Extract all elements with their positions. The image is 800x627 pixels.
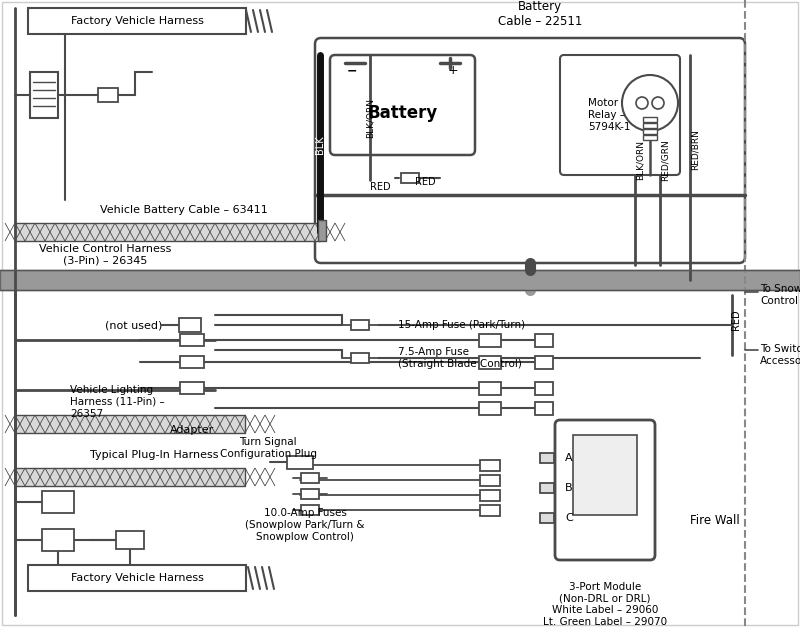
- FancyBboxPatch shape: [330, 55, 475, 155]
- Bar: [480, 505, 500, 515]
- Text: 10.0-Amp Fuses
(Snowplow Park/Turn &
Snowplow Control): 10.0-Amp Fuses (Snowplow Park/Turn & Sno…: [246, 508, 365, 542]
- Bar: [351, 320, 369, 330]
- Bar: [116, 531, 144, 549]
- Text: Turn Signal
Configuration Plug: Turn Signal Configuration Plug: [219, 437, 317, 459]
- Text: Fire Wall: Fire Wall: [690, 514, 740, 527]
- Bar: [535, 334, 553, 347]
- Bar: [573, 435, 637, 515]
- FancyBboxPatch shape: [555, 420, 655, 560]
- Bar: [540, 513, 554, 523]
- Circle shape: [622, 75, 678, 131]
- Circle shape: [652, 97, 664, 109]
- Bar: [180, 334, 204, 346]
- Bar: [535, 356, 553, 369]
- Text: To Switched
Accessory: To Switched Accessory: [760, 344, 800, 366]
- Bar: [535, 381, 553, 394]
- Bar: [301, 505, 319, 515]
- Bar: [480, 460, 500, 470]
- Text: RED: RED: [415, 177, 436, 187]
- Bar: [351, 353, 369, 363]
- Bar: [480, 475, 500, 485]
- Text: 15-Amp Fuse (Park/Turn): 15-Amp Fuse (Park/Turn): [398, 320, 525, 330]
- Bar: [643, 135, 657, 140]
- Bar: [540, 483, 554, 493]
- Text: RED: RED: [731, 310, 741, 330]
- Bar: [318, 220, 326, 241]
- Text: Vehicle Lighting
Harness (11-Pin) –
26357: Vehicle Lighting Harness (11-Pin) – 2635…: [70, 386, 165, 419]
- Text: 3-Port Module
(Non-DRL or DRL)
White Label – 29060
Lt. Green Label – 29070
Lt. B: 3-Port Module (Non-DRL or DRL) White Lab…: [542, 582, 668, 627]
- Bar: [643, 129, 657, 134]
- Bar: [0, 270, 800, 290]
- Circle shape: [636, 97, 648, 109]
- Bar: [301, 489, 319, 499]
- Bar: [15, 468, 245, 486]
- Text: C: C: [565, 513, 573, 523]
- Text: (not used): (not used): [105, 320, 162, 330]
- Bar: [643, 117, 657, 122]
- Bar: [479, 381, 501, 394]
- FancyBboxPatch shape: [560, 55, 680, 175]
- Text: Factory Vehicle Harness: Factory Vehicle Harness: [70, 573, 203, 583]
- Bar: [643, 123, 657, 128]
- Bar: [479, 356, 501, 369]
- Text: BLK: BLK: [315, 135, 325, 154]
- Text: BLK/ORN: BLK/ORN: [635, 140, 645, 180]
- Bar: [28, 8, 246, 34]
- Bar: [42, 529, 74, 551]
- Text: Typical Plug-In Harness: Typical Plug-In Harness: [90, 450, 218, 460]
- Text: A: A: [565, 453, 573, 463]
- Bar: [180, 356, 204, 368]
- Bar: [15, 223, 320, 241]
- Bar: [540, 453, 554, 463]
- Text: Adapter: Adapter: [170, 425, 214, 435]
- Text: RED: RED: [370, 182, 390, 192]
- Text: Vehicle Battery Cable – 63411: Vehicle Battery Cable – 63411: [100, 205, 268, 215]
- Text: RED/BRN: RED/BRN: [690, 130, 699, 171]
- Bar: [98, 88, 118, 102]
- Bar: [180, 382, 204, 394]
- Text: B: B: [565, 483, 573, 493]
- Bar: [535, 401, 553, 414]
- Bar: [42, 491, 74, 513]
- Bar: [301, 473, 319, 483]
- Bar: [479, 334, 501, 347]
- Bar: [28, 565, 246, 591]
- Text: Battery
Cable – 22511: Battery Cable – 22511: [498, 0, 582, 28]
- Bar: [15, 415, 245, 433]
- Bar: [479, 401, 501, 414]
- Text: To Snowplow
Control: To Snowplow Control: [760, 284, 800, 306]
- Bar: [287, 455, 313, 468]
- Text: RED/GRN: RED/GRN: [661, 139, 670, 181]
- Text: −: −: [346, 65, 358, 78]
- Text: +: +: [448, 65, 458, 78]
- Text: BLK/ORN: BLK/ORN: [366, 98, 374, 138]
- Text: Motor
Relay –
5794K-1: Motor Relay – 5794K-1: [588, 98, 630, 132]
- Bar: [179, 318, 201, 332]
- Bar: [480, 490, 500, 500]
- Text: Vehicle Control Harness
(3-Pin) – 26345: Vehicle Control Harness (3-Pin) – 26345: [39, 244, 171, 266]
- Bar: [401, 173, 419, 183]
- Text: Battery: Battery: [367, 104, 438, 122]
- Bar: [30, 72, 58, 118]
- Text: 7.5-Amp Fuse
(Straight Blade Control): 7.5-Amp Fuse (Straight Blade Control): [398, 347, 522, 369]
- Text: Factory Vehicle Harness: Factory Vehicle Harness: [70, 16, 203, 26]
